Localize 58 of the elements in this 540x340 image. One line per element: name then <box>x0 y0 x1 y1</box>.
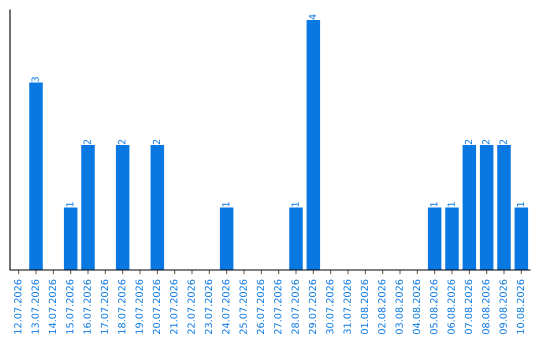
data-label: 2 <box>152 140 160 144</box>
bar <box>64 208 78 270</box>
data-label: 1 <box>430 202 438 206</box>
x-tick-label: 21.07.2026 <box>170 280 178 334</box>
x-tick-label: 16.07.2026 <box>83 280 91 334</box>
x-tick-label: 24.07.2026 <box>222 280 230 334</box>
data-label: 1 <box>516 202 524 206</box>
x-tick-label: 17.07.2026 <box>100 280 108 334</box>
x-tick-label: 06.08.2026 <box>447 280 455 334</box>
data-label: 2 <box>83 140 91 144</box>
data-label: 2 <box>118 140 126 144</box>
x-tick-label: 23.07.2026 <box>204 280 212 334</box>
bar <box>220 208 234 270</box>
x-tick-label: 26.07.2026 <box>256 280 264 334</box>
x-tick-label: 13.07.2026 <box>31 280 39 334</box>
x-tick-label: 12.07.2026 <box>14 280 22 334</box>
x-tick-label: 10.08.2026 <box>516 280 524 334</box>
x-tick-label: 29.07.2026 <box>308 280 316 334</box>
bar <box>462 145 476 270</box>
x-tick-label: 08.08.2026 <box>482 280 490 334</box>
x-tick-label: 09.08.2026 <box>499 280 507 334</box>
data-label: 2 <box>499 140 507 144</box>
x-tick-label: 28.07.2026 <box>291 280 299 334</box>
bar <box>116 145 130 270</box>
bar <box>81 145 95 270</box>
bar <box>150 145 164 270</box>
data-label: 2 <box>464 140 472 144</box>
bar <box>480 145 494 270</box>
bar <box>289 208 303 270</box>
data-label: 1 <box>66 202 74 206</box>
data-label: 4 <box>308 14 316 20</box>
data-label: 2 <box>482 140 490 144</box>
x-tick-label: 30.07.2026 <box>326 280 334 334</box>
x-tick-label: 25.07.2026 <box>239 280 247 334</box>
data-label: 3 <box>31 77 39 82</box>
x-tick-label: 27.07.2026 <box>274 280 282 334</box>
x-tick-label: 18.07.2026 <box>118 280 126 334</box>
data-label: 1 <box>292 202 299 206</box>
bar <box>445 208 459 270</box>
x-tick-label: 20.07.2026 <box>152 280 160 334</box>
bar <box>306 20 320 270</box>
x-tick-label: 22.07.2026 <box>187 280 195 334</box>
x-tick-label: 07.08.2026 <box>464 280 472 334</box>
x-tick-label: 01.08.2026 <box>360 280 368 334</box>
x-tick-label: 31.07.2026 <box>343 280 351 334</box>
x-tick-label: 14.07.2026 <box>48 280 56 334</box>
bar <box>514 208 528 270</box>
x-tick-label: 15.07.2026 <box>66 280 74 334</box>
x-tick-label: 19.07.2026 <box>135 280 143 334</box>
bar <box>29 82 43 270</box>
x-tick-label: 04.08.2026 <box>412 280 420 334</box>
bar <box>497 145 511 270</box>
x-tick-label: 02.08.2026 <box>378 280 386 334</box>
data-label: 1 <box>448 202 455 206</box>
x-tick-label: 05.08.2026 <box>430 280 438 334</box>
bar <box>428 208 442 270</box>
x-tick-label: 03.08.2026 <box>395 280 403 334</box>
data-label: 1 <box>222 202 230 206</box>
